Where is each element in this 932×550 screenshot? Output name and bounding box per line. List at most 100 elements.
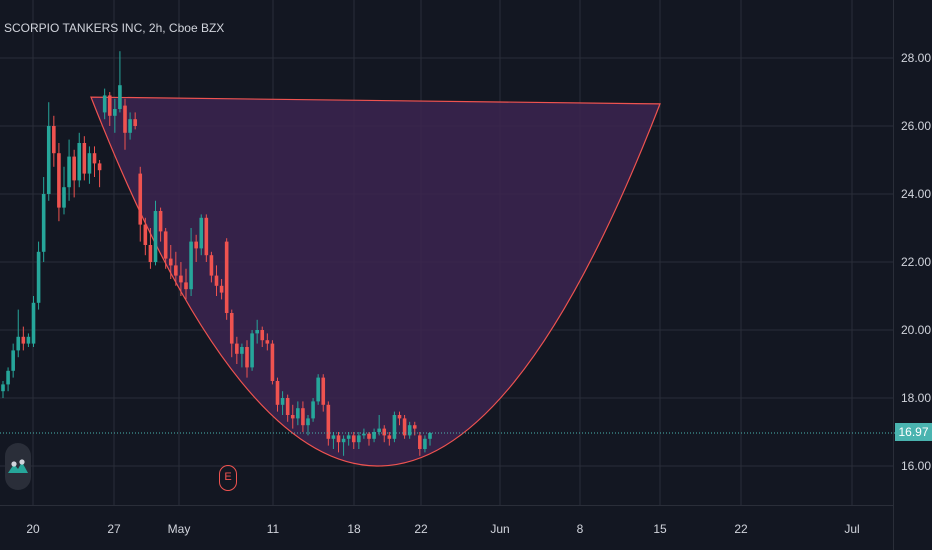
candle-up [87,153,92,174]
candle-down [301,408,305,426]
last-price-label: 16.97 [895,423,932,441]
candle-up [407,425,412,436]
candle-down [52,126,56,154]
y-tick-label: 26.00 [901,119,931,133]
candle-down [21,336,26,344]
candle-down [224,241,229,313]
candle-up [316,377,320,402]
candle-down [382,428,387,436]
candle-down [209,255,214,276]
x-tick-label: 22 [734,522,748,536]
candle-up [36,251,41,303]
y-tick-label: 18.00 [901,391,931,405]
x-tick-label: 8 [577,522,584,536]
candle-up [113,109,117,116]
x-tick-label: 15 [653,522,667,536]
candle-down [57,153,61,208]
candle-down [174,265,178,276]
candle-down [92,153,97,164]
y-tick-label: 20.00 [901,323,931,337]
candle-down [412,425,417,429]
candle-up [46,126,51,194]
candle-down [148,245,153,262]
chart-title: SCORPIO TANKERS INC, 2h, Cboe BZX [4,21,225,35]
candle-down [204,217,209,256]
candle-down [235,343,239,354]
candle-down [387,435,392,439]
candle-up [392,415,397,439]
candle-down [351,435,356,443]
candle-down [184,282,188,290]
candle-up [362,433,366,436]
candle-down [367,433,371,439]
candle-up [77,143,82,181]
candle-up [357,435,361,443]
candle-down [214,275,219,286]
candle-up [306,418,310,426]
candle-down [163,231,168,259]
candle-up [377,428,381,432]
candle-down [138,173,143,225]
candle-up [428,433,432,439]
candle-up [311,401,315,419]
candle-up [6,370,10,385]
candle-down [168,258,173,266]
candle-up [62,187,66,208]
candle-up [31,302,36,344]
candle-down [285,398,290,415]
candle-down [418,435,422,449]
candle-down [194,241,198,249]
candle-down [123,105,127,133]
candle-up [331,435,336,439]
candle-up [296,408,300,419]
x-tick-label: 18 [347,522,361,536]
candle-down [229,313,234,344]
candle-up [16,336,21,351]
candle-up [255,330,259,334]
candle-up [341,438,346,443]
candle-down [179,275,183,283]
candle-up [102,95,107,113]
candle-down [397,415,402,419]
x-tick-label: 22 [414,522,428,536]
y-tick-label: 16.00 [901,459,931,473]
candle-down [321,377,326,405]
tradingview-logo-icon[interactable] [5,443,31,490]
candle-down [275,381,280,405]
y-tick-label: 28.00 [901,51,931,65]
candle-up [26,336,31,344]
candle-up [189,241,193,290]
candle-up [153,211,158,262]
x-tick-label: 20 [26,522,40,536]
candle-down [82,143,87,174]
cup-pattern-shape [90,96,661,467]
candle-down [158,211,163,232]
candle-up [199,217,204,249]
candle-up [372,432,376,439]
candle-down [107,95,112,116]
candle-down [97,163,102,171]
candle-down [265,340,270,344]
x-tick-label: May [168,522,191,536]
candle-down [326,404,331,439]
earnings-event-marker[interactable]: E [219,465,237,491]
candle-up [11,350,15,371]
candle-up [280,398,285,405]
y-tick-label: 22.00 [901,255,931,269]
candle-down [336,435,341,443]
candle-up [240,347,244,354]
candle-up [423,438,427,449]
x-tick-label: Jun [490,522,509,536]
candle-up [346,435,351,439]
candle-up [118,85,122,109]
candle-down [402,418,407,436]
x-tick-label: Jul [844,522,859,536]
x-tick-label: 11 [267,522,280,536]
candle-down [260,330,265,341]
candle-up [41,194,46,252]
candle-down [72,156,76,181]
candle-up [250,333,254,368]
candle-up [67,156,71,188]
